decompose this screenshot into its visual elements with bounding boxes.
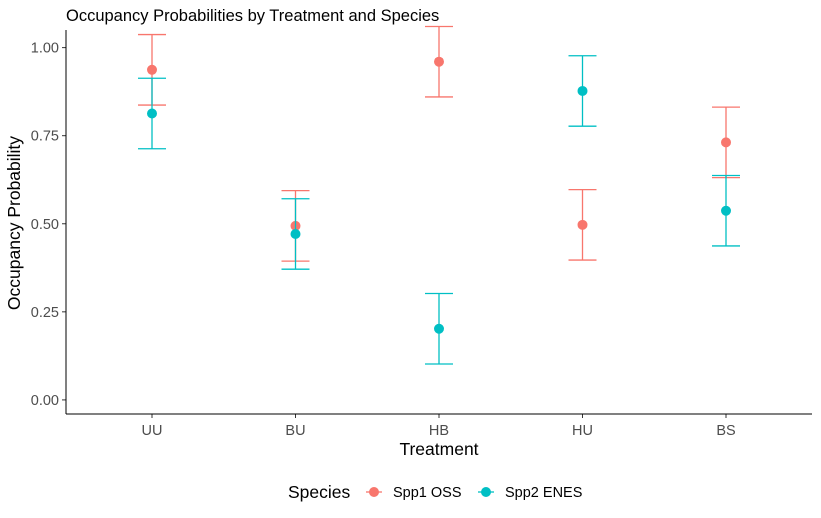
- plot-marks: [138, 25, 740, 365]
- legend: Species Spp1 OSS Spp2 ENES: [288, 482, 582, 502]
- data-point: [434, 323, 444, 334]
- y-tick-label: 0.75: [31, 129, 59, 145]
- y-axis-ticks: 0.00 0.25 0.50 0.75 1.00: [31, 41, 66, 409]
- x-tick-label: BS: [716, 423, 735, 439]
- series-spp1-oss: [138, 25, 740, 262]
- data-point: [434, 56, 444, 67]
- chart-title: Occupancy Probabilities by Treatment and…: [66, 7, 439, 25]
- y-tick-label: 0.25: [31, 305, 59, 321]
- x-tick-label: UU: [142, 423, 163, 439]
- data-point: [577, 85, 588, 96]
- x-axis-ticks: UU BU HB HU BS: [142, 414, 736, 439]
- legend-title: Species: [288, 482, 351, 502]
- series-spp2-enes: [138, 55, 740, 365]
- legend-key-2: [478, 487, 494, 497]
- data-point: [721, 205, 731, 216]
- legend-key-dot: [481, 487, 491, 497]
- legend-label: Spp2 ENES: [505, 485, 582, 501]
- legend-key-1: [366, 487, 382, 497]
- data-point: [577, 219, 588, 230]
- y-tick-label: 0.00: [31, 393, 59, 409]
- legend-label: Spp1 OSS: [393, 485, 462, 501]
- x-axis-title: Treatment: [399, 439, 478, 459]
- y-tick-label: 0.50: [31, 217, 59, 233]
- data-point: [290, 228, 301, 239]
- legend-key-dot: [369, 487, 379, 497]
- y-tick-label: 1.00: [31, 41, 59, 57]
- x-tick-label: HU: [572, 423, 593, 439]
- data-point: [147, 108, 157, 119]
- y-axis-title: Occupancy Probability: [4, 136, 24, 310]
- x-tick-label: HB: [429, 423, 449, 439]
- x-tick-label: BU: [285, 423, 305, 439]
- data-point: [147, 64, 157, 75]
- data-point: [721, 137, 731, 148]
